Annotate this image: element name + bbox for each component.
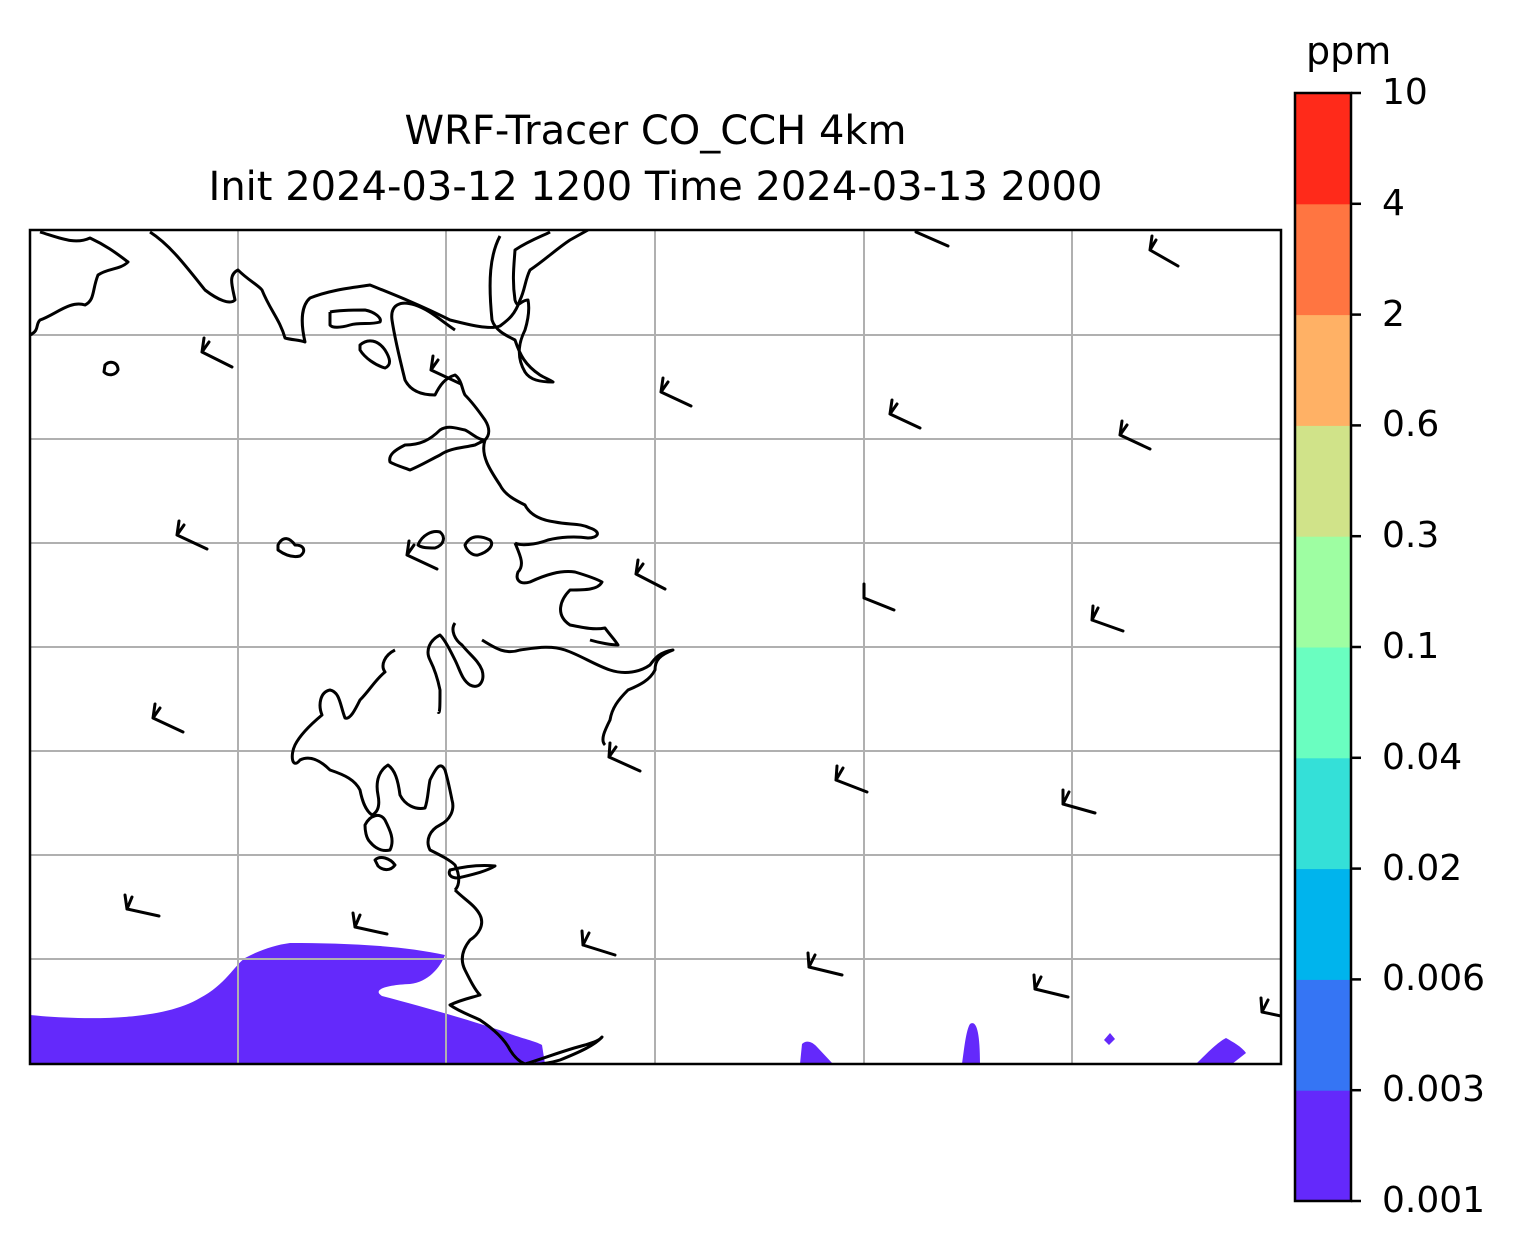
tracer-blob-2	[962, 1023, 980, 1064]
wind-barb	[914, 230, 950, 248]
colorbar-bands	[1295, 93, 1351, 1202]
coastline-central-shore	[513, 542, 620, 647]
island-south-2	[447, 864, 497, 880]
colorbar-band	[1295, 314, 1351, 426]
colorbar-tick-label: 2	[1382, 293, 1405, 335]
coastline-inner-sound	[328, 308, 382, 329]
colorbar-band	[1295, 647, 1351, 759]
colorbar-tick-label: 0.02	[1382, 847, 1463, 889]
colorbar-tick-label: 0.1	[1382, 626, 1440, 667]
wind-barb	[1148, 234, 1180, 268]
coastline-bay-east	[481, 638, 675, 747]
colorbar-tick-label: 0.6	[1382, 404, 1440, 446]
island-central-2	[276, 537, 306, 559]
coastline-north-peninsula	[149, 230, 589, 344]
wind-barb	[405, 539, 439, 571]
wind-barb	[659, 376, 693, 408]
wind-barb	[151, 702, 185, 734]
colorbar-band	[1295, 93, 1351, 205]
colorbar	[1293, 91, 1361, 1203]
wind-barb	[1118, 419, 1152, 451]
wind-barb	[1061, 788, 1097, 815]
wind-barb	[123, 893, 161, 918]
tracer-plume-southwest	[30, 943, 545, 1064]
coastlines	[30, 230, 675, 1064]
map-frame	[28, 228, 1283, 1066]
colorbar-tick-label: 0.04	[1382, 736, 1463, 778]
map-title-line-1: WRF-Tracer CO_CCH 4km	[404, 108, 907, 154]
colorbar-ticks	[1351, 91, 1361, 1203]
colorbar-band	[1295, 979, 1351, 1091]
island-south-1	[363, 813, 394, 852]
island-northwest	[102, 360, 120, 377]
wind-barb	[888, 398, 922, 430]
wind-barb	[580, 929, 617, 957]
island-south-3	[373, 856, 397, 872]
map-gridlines	[30, 230, 1281, 1064]
colorbar-tick-label: 10	[1382, 72, 1428, 113]
colorbar-tick-label: 0.003	[1382, 1069, 1486, 1111]
colorbar-band	[1295, 203, 1351, 316]
wind-barb	[862, 582, 896, 612]
colorbar-band	[1295, 757, 1351, 870]
colorbar-band	[1295, 868, 1351, 980]
colorbar-band	[1295, 1090, 1351, 1202]
tracer-blob-1	[800, 1041, 833, 1064]
wind-barb	[351, 911, 389, 936]
colorbar-band	[1295, 536, 1351, 648]
wind-barb	[1259, 996, 1281, 1018]
tracer-blob-3	[1104, 1033, 1115, 1045]
map-title-line-2: Init 2024-03-12 1200 Time 2024-03-13 200…	[208, 164, 1103, 210]
coastline-northwest	[30, 230, 130, 337]
colorbar-tick-label: 0.006	[1382, 958, 1486, 1000]
coastline-southwest-peninsula	[290, 648, 461, 892]
wind-barb	[634, 558, 667, 591]
tracer-blob-4	[1196, 1038, 1246, 1064]
wind-barb	[834, 764, 869, 794]
colorbar-band	[1295, 425, 1351, 537]
wind-barb	[175, 519, 209, 551]
colorbar-tick-label: 0.001	[1382, 1180, 1486, 1221]
colorbar-tick-label: 0.3	[1382, 515, 1440, 557]
wind-barbs	[123, 230, 1281, 1018]
island-central-4	[463, 535, 494, 557]
wind-barb	[607, 741, 642, 773]
coastline-south-shore	[448, 888, 526, 1064]
colorbar-tick-label: 4	[1382, 182, 1405, 224]
coastline-southeast-bar	[524, 1035, 604, 1064]
wind-barb	[429, 354, 463, 386]
wind-barb	[1090, 604, 1125, 633]
island-central-1	[358, 339, 391, 370]
island-central-3	[416, 530, 445, 550]
tracer-contour-fill	[30, 943, 1246, 1064]
colorbar-unit-label: ppm	[1306, 29, 1392, 73]
wind-barb	[1032, 973, 1070, 999]
coastline-channel-east	[488, 230, 555, 384]
coastline-central-inlet	[388, 301, 599, 547]
wind-barb	[200, 336, 234, 369]
wind-barb	[806, 951, 844, 977]
coastline-bay-inner	[426, 622, 485, 715]
